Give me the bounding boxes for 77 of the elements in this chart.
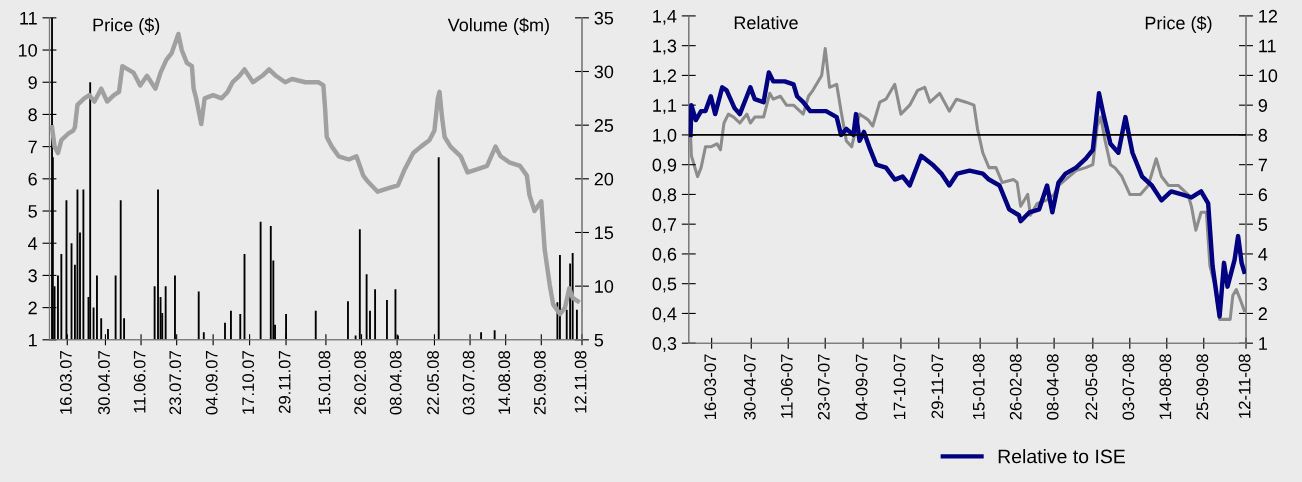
x-tick-label: 16.03.07 bbox=[59, 351, 72, 414]
x-tick-label: 03.07.08 bbox=[462, 350, 475, 415]
y2-tick-label: 1 bbox=[1259, 337, 1267, 350]
x-tick-label: 29-11-07 bbox=[931, 354, 944, 419]
x-tick-label: 22.05.08 bbox=[427, 350, 439, 415]
y-tick-label: 4 bbox=[28, 237, 38, 250]
y2-tick-label: 10 bbox=[1259, 69, 1278, 83]
x-tick-label: 04-09-07 bbox=[855, 354, 868, 420]
y-tick-label: 2 bbox=[28, 301, 37, 315]
y-tick-label: 0,6 bbox=[652, 247, 677, 263]
y2-tick-label: 15 bbox=[595, 226, 614, 240]
y-tick-label: 7 bbox=[28, 140, 37, 154]
y2-tick-label: 20 bbox=[594, 172, 614, 186]
y2-tick-label: 12 bbox=[1259, 9, 1277, 23]
y2-tick-label: 25 bbox=[594, 119, 614, 132]
x-tick-label: 12-11-08 bbox=[1238, 354, 1251, 418]
y2-tick-label: 30 bbox=[594, 65, 614, 79]
y2-tick-label: 10 bbox=[595, 280, 614, 293]
y-tick-label: 1,2 bbox=[653, 69, 677, 85]
y2-tick-label: 4 bbox=[1258, 248, 1268, 261]
y-axis-title: Price ($) bbox=[93, 17, 160, 35]
y-tick-label: 0,5 bbox=[652, 277, 677, 293]
legend-label: Relative to ISE bbox=[998, 449, 1125, 464]
y-tick-label: 1,1 bbox=[653, 99, 677, 115]
y2-tick-label: 5 bbox=[1258, 218, 1268, 231]
x-tick-label: 17.10.07 bbox=[242, 351, 255, 414]
x-tick-label: 11-06-07 bbox=[780, 354, 793, 418]
x-tick-label: 23-07-07 bbox=[817, 354, 830, 420]
y2-axis-title: Price ($) bbox=[1145, 15, 1212, 33]
x-tick-label: 08-04-08 bbox=[1046, 354, 1059, 420]
x-tick-label: 26.02.08 bbox=[354, 350, 366, 415]
y2-tick-label: 2 bbox=[1258, 307, 1267, 320]
y2-tick-label: 3 bbox=[1258, 277, 1268, 291]
x-tick-label: 15-01-08 bbox=[972, 354, 985, 420]
y-tick-label: 1,3 bbox=[653, 39, 677, 55]
y-tick-label: 10 bbox=[18, 43, 37, 57]
y2-tick-label: 9 bbox=[1258, 99, 1268, 112]
x-tick-label: 22-05-08 bbox=[1085, 354, 1098, 420]
y2-tick-label: 8 bbox=[1258, 128, 1268, 142]
x-tick-label: 17-10-07 bbox=[893, 354, 906, 420]
x-tick-label: 11.06.07 bbox=[133, 351, 146, 413]
y-tick-label: 9 bbox=[28, 76, 37, 89]
x-tick-label: 14-08-08 bbox=[1159, 354, 1172, 420]
y-tick-label: 0,3 bbox=[652, 337, 677, 353]
y-tick-label: 1 bbox=[29, 333, 37, 347]
x-tick-label: 16-03-07 bbox=[704, 354, 717, 420]
x-tick-label: 15.01.08 bbox=[318, 350, 331, 414]
y-tick-label: 0,9 bbox=[652, 158, 677, 174]
x-tick-label: 30-04-07 bbox=[743, 354, 756, 420]
y-axis-title: Relative bbox=[734, 15, 798, 30]
x-tick-label: 26-02-08 bbox=[1009, 354, 1022, 420]
y2-axis-title: Volume ($m) bbox=[447, 17, 549, 35]
y2-tick-label: 11 bbox=[1259, 39, 1276, 53]
y2-tick-label: 35 bbox=[594, 11, 614, 25]
x-tick-label: 29.11.07 bbox=[278, 351, 291, 414]
y2-tick-label: 7 bbox=[1258, 158, 1267, 172]
y2-tick-label: 6 bbox=[1258, 188, 1268, 202]
y-tick-label: 8 bbox=[28, 108, 37, 122]
y2-tick-label: 5 bbox=[594, 333, 604, 347]
x-tick-label: 25.09.08 bbox=[533, 350, 546, 415]
y-tick-label: 0,8 bbox=[652, 188, 677, 204]
x-tick-label: 03-07-08 bbox=[1122, 354, 1135, 420]
x-tick-label: 30.04.07 bbox=[98, 351, 110, 415]
x-tick-label: 23.07.07 bbox=[169, 351, 182, 415]
y-tick-label: 0,4 bbox=[652, 307, 677, 323]
y-tick-label: 5 bbox=[28, 205, 37, 218]
y-tick-label: 1,0 bbox=[653, 128, 677, 144]
x-tick-label: 12.11.08 bbox=[574, 350, 587, 413]
y-tick-label: 11 bbox=[20, 11, 37, 25]
x-tick-label: 04.09.07 bbox=[205, 351, 218, 415]
x-tick-label: 08.04.08 bbox=[389, 350, 402, 415]
y-tick-label: 6 bbox=[28, 172, 37, 186]
y-tick-label: 1,4 bbox=[653, 10, 677, 25]
y-tick-label: 3 bbox=[28, 269, 37, 283]
x-tick-label: 14.08.08 bbox=[498, 350, 511, 414]
y-tick-label: 0,7 bbox=[652, 218, 677, 234]
x-tick-label: 25-09-08 bbox=[1196, 354, 1209, 420]
